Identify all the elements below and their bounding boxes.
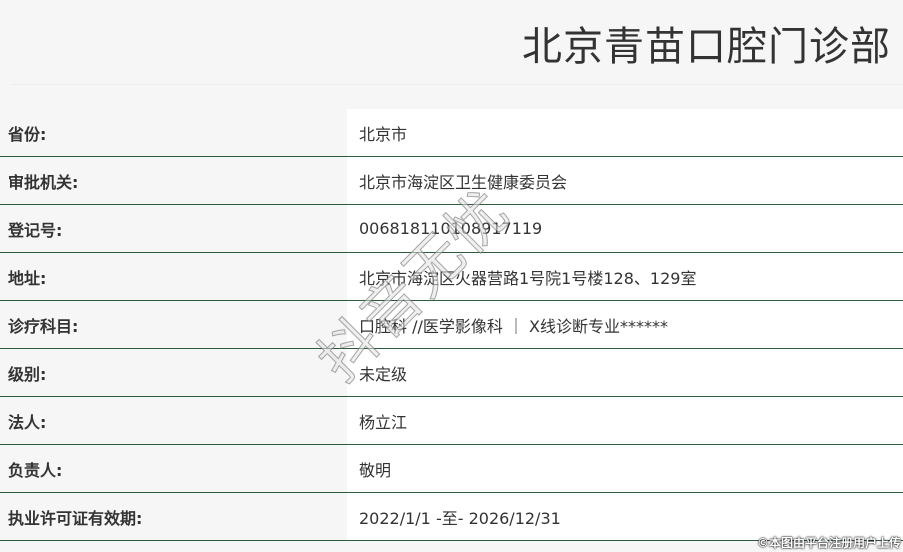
row-value: 北京市海淀区卫生健康委员会 bbox=[347, 157, 903, 204]
table-row-address: 地址: 北京市海淀区火器营路1号院1号楼128、129室 bbox=[0, 253, 903, 301]
table-row-province: 省份: 北京市 bbox=[0, 109, 903, 157]
table-row-departments: 诊疗科目: 口腔科 //医学影像科 ｜ X线诊断专业****** bbox=[0, 301, 903, 349]
row-label: 法人: bbox=[0, 397, 347, 444]
row-value: 敬明 bbox=[347, 445, 903, 492]
row-value: 杨立江 bbox=[347, 397, 903, 444]
row-label: 诊疗科目: bbox=[0, 301, 347, 348]
row-value: 口腔科 //医学影像科 ｜ X线诊断专业****** bbox=[347, 301, 903, 348]
row-label: 执业许可证有效期: bbox=[0, 493, 347, 540]
row-value: 未定级 bbox=[347, 349, 903, 396]
row-label: 审批机关: bbox=[0, 157, 347, 204]
title-divider bbox=[10, 84, 903, 85]
table-row-authority: 审批机关: 北京市海淀区卫生健康委员会 bbox=[0, 157, 903, 205]
row-label: 级别: bbox=[0, 349, 347, 396]
row-label: 登记号: bbox=[0, 205, 347, 252]
table-row-manager: 负责人: 敬明 bbox=[0, 445, 903, 493]
page-title: 北京青苗口腔门诊部 bbox=[522, 24, 891, 70]
row-label: 省份: bbox=[0, 109, 347, 156]
table-row-registration: 登记号: 00681811010891711​9 bbox=[0, 205, 903, 253]
row-value: 2022/1/1 -至- 2026/12/31 bbox=[347, 493, 903, 540]
table-row-license-validity: 执业许可证有效期: 2022/1/1 -至- 2026/12/31 bbox=[0, 493, 903, 541]
row-value: 北京市 bbox=[347, 109, 903, 156]
row-label: 负责人: bbox=[0, 445, 347, 492]
table-row-level: 级别: 未定级 bbox=[0, 349, 903, 397]
row-label: 地址: bbox=[0, 253, 347, 300]
table-row-legal-person: 法人: 杨立江 bbox=[0, 397, 903, 445]
row-value: 00681811010891711​9 bbox=[347, 205, 903, 252]
info-table: 省份: 北京市 审批机关: 北京市海淀区卫生健康委员会 登记号: 0068181101… bbox=[0, 109, 903, 541]
upload-credit: ©本图由平台注册用户上传 bbox=[756, 536, 901, 550]
row-value: 北京市海淀区火器营路1号院1号楼128、129室 bbox=[347, 253, 903, 300]
